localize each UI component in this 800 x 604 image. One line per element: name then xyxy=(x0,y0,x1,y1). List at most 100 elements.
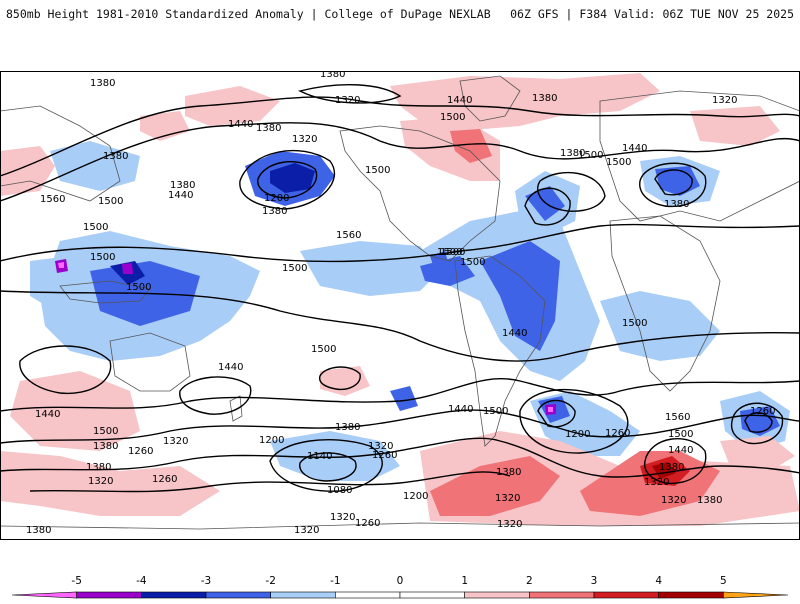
africa-outline xyxy=(609,215,721,392)
map-panel[interactable]: 1380 1380 1320 1440 1380 1500 1320 1440 … xyxy=(0,71,800,540)
contour-1440-japan: 1440 xyxy=(168,190,193,201)
contour-line-sio-high xyxy=(19,345,112,395)
height-contours xyxy=(0,84,800,493)
contour-line-1320-arctic xyxy=(297,84,402,104)
contour-line-sind-low-1 xyxy=(730,402,784,445)
contour-1200-drake: 1200 xyxy=(565,429,590,440)
colorbar-tick-label: 5 xyxy=(720,575,727,587)
neg-anom-cpac-light xyxy=(300,241,440,296)
colorbar-segment-4-to-5 xyxy=(658,591,724,599)
colorbar-segment--3-to--2 xyxy=(205,591,271,599)
pos-anom-aleut xyxy=(140,111,190,141)
contour-1500-carib: 1500 xyxy=(460,257,485,268)
contour-1500-indo: 1500 xyxy=(126,282,151,293)
contour-line-gulfak-low-1 xyxy=(239,149,336,210)
contour-1320-spac2: 1320 xyxy=(330,512,355,523)
contour-1560-pac: 1560 xyxy=(336,230,361,241)
neg-anom-extreme-2 xyxy=(122,263,133,274)
contour-1380-safr: 1380 xyxy=(659,462,684,473)
contour-line-wpac-high xyxy=(179,376,252,415)
contour-1380-japan: 1380 xyxy=(170,180,195,191)
colorbar-ticks: -5 -4 -3 -2 -1 0 1 2 3 4 5 xyxy=(71,575,726,587)
contour-1440-amazon: 1440 xyxy=(502,328,527,339)
contour-1320-weddell: 1320 xyxy=(495,493,520,504)
contour-1380-gulfak: 1380 xyxy=(262,206,287,217)
colorbar-tick-label: 1 xyxy=(461,575,468,587)
neg-anom-sind-mid xyxy=(740,406,780,436)
contour-1380-bottom-left: 1380 xyxy=(86,462,111,473)
contour-line-1320-s xyxy=(0,437,800,478)
antarctica-outline xyxy=(0,522,800,530)
colorbar-tick-label: 3 xyxy=(591,575,598,587)
contour-1260-drake: 1260 xyxy=(605,428,630,439)
neg-anom-chile-mid xyxy=(390,386,418,411)
contour-1260-so1: 1260 xyxy=(152,474,177,485)
contour-1320-aleut: 1320 xyxy=(292,134,317,145)
contour-1440-bering: 1440 xyxy=(228,119,253,130)
indonesia-outline xyxy=(59,280,151,304)
contour-1320-spac: 1320 xyxy=(368,441,393,452)
contour-1500-atl-eq: 1500 xyxy=(440,247,465,258)
south-america-outline xyxy=(454,255,546,447)
contour-1500-eqpac: 1500 xyxy=(282,263,307,274)
contour-1320-tasman: 1320 xyxy=(294,525,319,536)
colorbar-segment--6-to--5 xyxy=(11,591,77,599)
colorbar-segment--1-to-0 xyxy=(335,591,401,599)
contour-line-1440-s xyxy=(0,377,800,412)
contour-1440-aus: 1440 xyxy=(218,362,243,373)
colorbar: -5 -4 -3 -2 -1 0 1 2 3 4 5 xyxy=(0,568,800,600)
colorbar-tick-label: 4 xyxy=(655,575,662,587)
colorbar-segment--5-to--4 xyxy=(76,591,142,599)
positive-anomaly-shading xyxy=(0,73,800,526)
contour-1380-spac: 1380 xyxy=(335,422,360,433)
colorbar-segments xyxy=(11,591,789,599)
contour-line-sind-low-2 xyxy=(744,412,773,433)
contour-1500-gulf: 1500 xyxy=(437,247,462,258)
colorbar-segment-0-to-1 xyxy=(399,591,465,599)
pos-anom-antarc-darkest xyxy=(652,462,676,479)
contour-1320-sio: 1320 xyxy=(163,436,188,447)
contour-1560-china: 1560 xyxy=(40,194,65,205)
contour-1200-spac: 1200 xyxy=(259,435,284,446)
neg-anom-natl-mid xyxy=(525,186,565,221)
colorbar-segment-1-to-2 xyxy=(464,591,530,599)
contour-1260-spac2: 1260 xyxy=(355,518,380,529)
contour-line-drake-low-2 xyxy=(537,399,576,428)
neg-anom-mex-mid xyxy=(430,251,450,271)
australia-outline xyxy=(109,332,191,392)
continent-outlines xyxy=(0,75,800,530)
contour-1320-so1: 1320 xyxy=(88,476,113,487)
contour-1440-chile: 1440 xyxy=(448,404,473,415)
contour-1500-spac: 1500 xyxy=(311,344,336,355)
contour-line-eur-low-2 xyxy=(654,169,693,196)
contour-1380-greenland: 1380 xyxy=(532,93,557,104)
contour-1380-natl: 1380 xyxy=(560,148,585,159)
north-america-outline xyxy=(339,125,501,262)
colorbar-segment-2-to-3 xyxy=(529,591,595,599)
contour-labels: 1380 1380 1320 1440 1380 1500 1320 1440 … xyxy=(26,71,775,536)
colorbar-tick-label: -4 xyxy=(136,575,147,587)
contour-line-spac-low-1 xyxy=(269,439,383,492)
contour-1380-bering: 1380 xyxy=(256,123,281,134)
colorbar-tick-label: -3 xyxy=(201,575,211,587)
contour-1320-sind: 1320 xyxy=(661,495,686,506)
contour-1320-scand: 1320 xyxy=(712,95,737,106)
contour-1380-siberia: 1380 xyxy=(103,151,128,162)
contour-1500-afr: 1500 xyxy=(578,150,603,161)
neg-anom-japan-light xyxy=(50,141,140,191)
contour-line-1380-s xyxy=(0,409,800,444)
contour-1200-gulfak: 1200 xyxy=(264,193,289,204)
contour-line-safr-high xyxy=(643,437,707,485)
colorbar-tick-label: 0 xyxy=(397,575,404,587)
map-title: 850mb Height 1981-2010 Standardized Anom… xyxy=(6,7,491,21)
pos-anom-canada-mid xyxy=(450,129,492,163)
contour-line-eur-low-1 xyxy=(639,162,707,208)
run-info: 06Z GFS | F384 Valid: 06Z TUE NOV 25 202… xyxy=(510,7,794,21)
contour-line-natl-high xyxy=(537,171,606,212)
pos-anom-antarc-mid xyxy=(430,456,560,516)
contour-1380-sind: 1380 xyxy=(697,495,722,506)
pos-anom-sio xyxy=(10,371,140,451)
header: 850mb Height 1981-2010 Standardized Anom… xyxy=(0,0,800,24)
contour-1560-safr: 1560 xyxy=(665,412,690,423)
contour-1260-sio: 1260 xyxy=(128,446,153,457)
